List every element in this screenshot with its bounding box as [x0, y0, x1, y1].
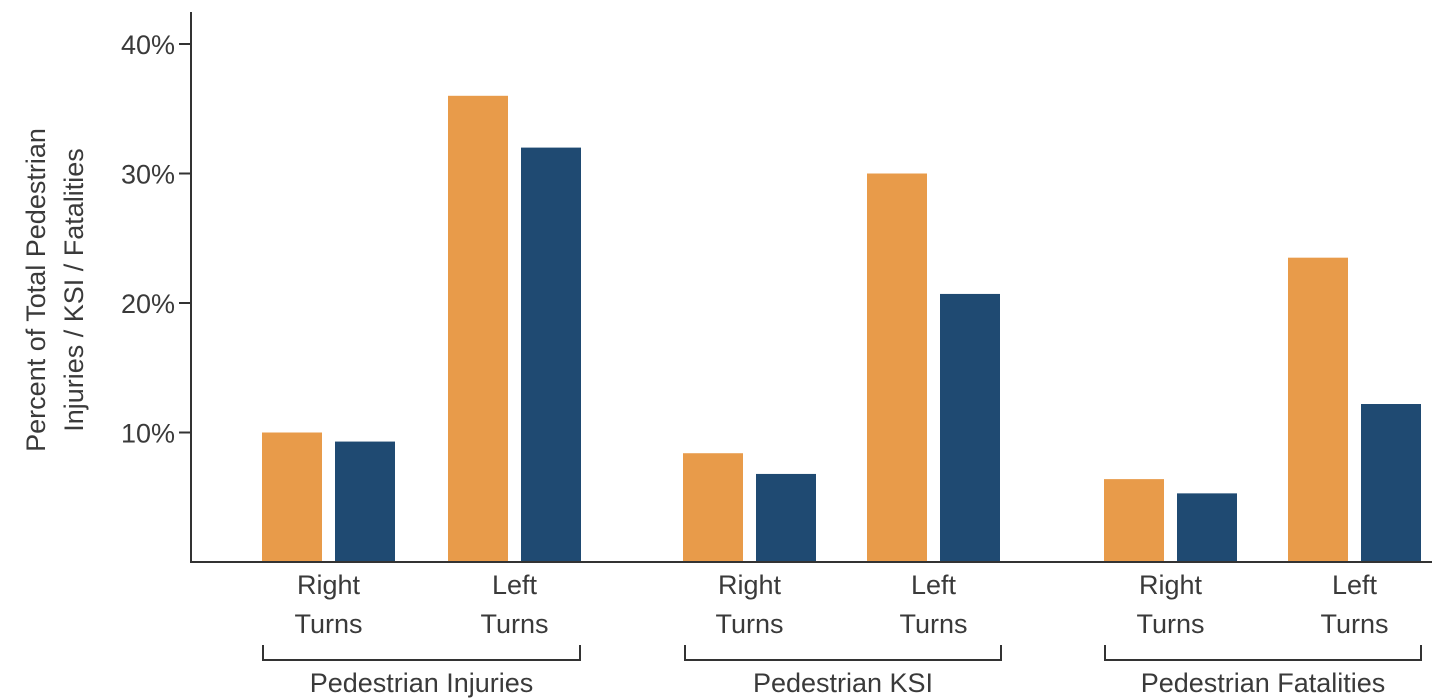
- category-label: Right: [718, 570, 782, 600]
- y-tick-label: 40%: [121, 30, 175, 60]
- y-tick-label: 20%: [121, 289, 175, 319]
- category-label: Turns: [899, 609, 967, 639]
- category-label: Left: [492, 570, 538, 600]
- bar: [335, 441, 395, 562]
- y-tick-label: 10%: [121, 419, 175, 449]
- group-label: Pedestrian Fatalities: [1141, 668, 1386, 698]
- bar: [1104, 479, 1164, 562]
- bars: [262, 95, 1421, 563]
- y-tick-label: 30%: [121, 160, 175, 190]
- category-label: Turns: [715, 609, 783, 639]
- category-label: Turns: [1136, 609, 1204, 639]
- y-axis-title-line-1: Percent of Total Pedestrian: [21, 128, 51, 452]
- group-label: Pedestrian Injuries: [310, 668, 534, 698]
- group-label: Pedestrian KSI: [753, 668, 933, 698]
- y-axis-title-line-2: Injuries / KSI / Fatalities: [59, 148, 89, 432]
- bar: [940, 293, 1000, 562]
- group-labels: Pedestrian Injuries Pedestrian KSI Pedestr…: [262, 645, 1422, 698]
- group-bracket: [262, 645, 581, 661]
- category-label: Left: [1332, 570, 1378, 600]
- bar: [262, 432, 322, 562]
- y-axis: 10% 20% 30% 40%: [121, 12, 192, 562]
- bar: [683, 453, 743, 562]
- bar: [1288, 257, 1348, 562]
- bar: [756, 473, 816, 562]
- group-bracket: [1104, 645, 1422, 661]
- bar: [867, 173, 927, 562]
- bar: [1177, 493, 1237, 562]
- bar: [448, 95, 508, 563]
- bar: [521, 147, 581, 562]
- y-axis-title: Percent of Total Pedestrian Injuries / KS…: [21, 128, 89, 452]
- bar: [1361, 404, 1421, 562]
- category-label: Right: [297, 570, 361, 600]
- category-label: Turns: [1320, 609, 1388, 639]
- group-bracket: [684, 645, 1002, 661]
- category-label: Right: [1139, 570, 1203, 600]
- category-labels: Right Turns Left Turns Right Turns Left Turns Ri…: [294, 570, 1388, 639]
- category-label: Turns: [294, 609, 362, 639]
- category-label: Turns: [480, 609, 548, 639]
- category-label: Left: [911, 570, 957, 600]
